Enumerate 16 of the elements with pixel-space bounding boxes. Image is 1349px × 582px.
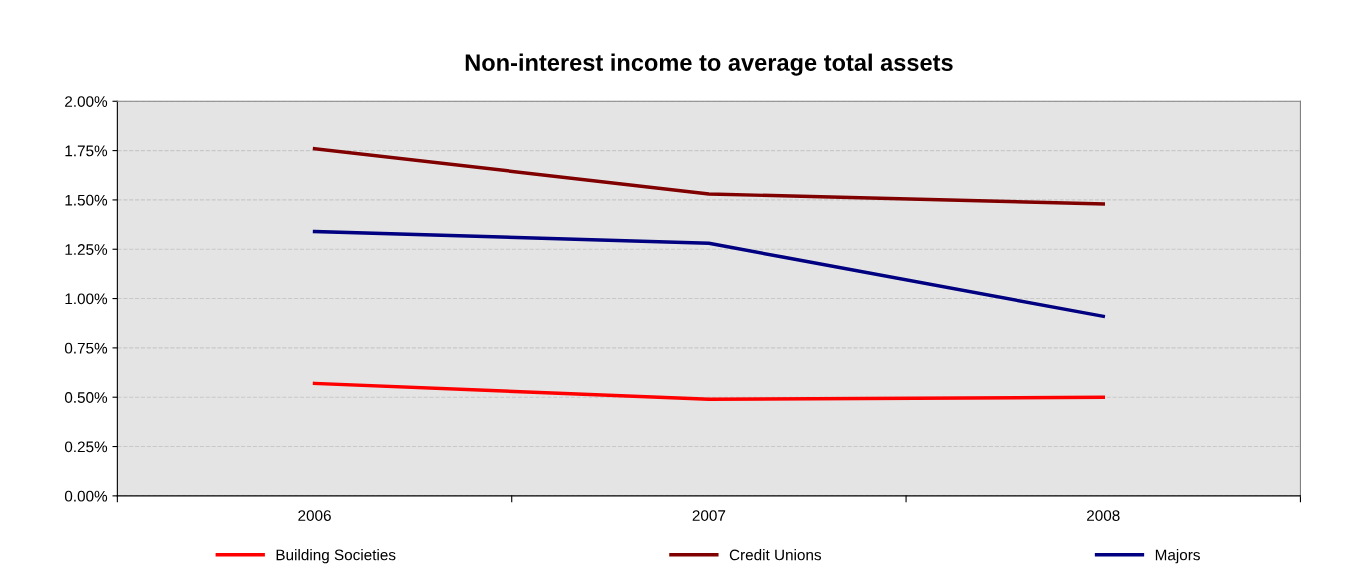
legend-label: Majors — [1155, 549, 1200, 564]
x-tick-label: 2006 — [298, 510, 331, 521]
legend-label: Credit Unions — [729, 549, 822, 561]
y-tick-label: 1.25% — [65, 244, 108, 255]
y-tick-label: 0.50% — [64, 392, 108, 403]
y-tick-label: 0.00% — [64, 490, 108, 502]
x-tick-label: 2007 — [692, 510, 726, 521]
legend-label: Building Societies — [276, 549, 396, 564]
y-tick-label: 0.75% — [64, 342, 108, 354]
y-tick-label: 1.00% — [65, 293, 108, 305]
y-tick-label: 0.25% — [64, 441, 108, 453]
y-tick-label: 1.75% — [65, 145, 108, 157]
x-tick-label: 2008 — [1087, 510, 1120, 521]
y-tick-label: 1.50% — [65, 194, 108, 206]
chart-title: Non-interest income to average total assets — [465, 53, 953, 76]
y-tick-label: 2.00% — [65, 96, 108, 107]
